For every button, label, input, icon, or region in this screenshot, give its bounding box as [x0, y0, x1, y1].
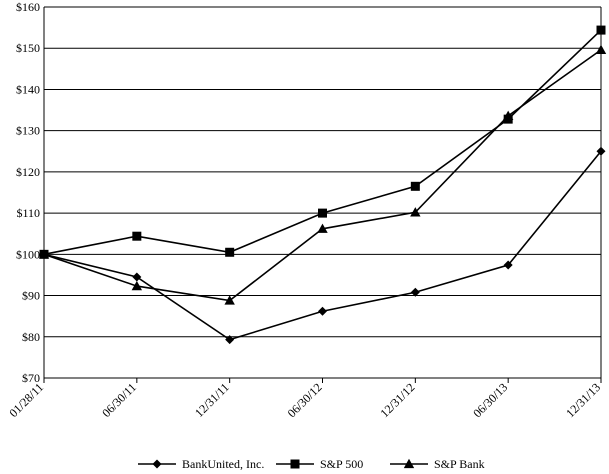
legend-label: S&P 500 — [320, 457, 363, 471]
data-point-s-p-bank — [595, 44, 607, 55]
legend-item-s-p-500: S&P 500 — [276, 457, 363, 471]
data-point-s-p-500 — [410, 181, 420, 191]
x-tick-label: 12/31/13 — [563, 380, 603, 420]
data-point-s-p-bank — [502, 110, 514, 120]
legend: BankUnited, Inc. S&P 500 S&P Bank — [138, 457, 485, 471]
series-bankunited-inc — [39, 146, 606, 345]
gridlines — [44, 6, 601, 379]
y-tick-label: $130 — [16, 124, 40, 138]
series-line-s-p-bank — [43, 49, 602, 302]
x-tick-label: 12/31/11 — [192, 380, 232, 420]
legend-marker-triangle — [403, 458, 415, 469]
data-point-bankunited-inc — [596, 146, 606, 156]
y-tick-label: $80 — [22, 330, 40, 344]
data-point-s-p-500 — [596, 25, 606, 35]
data-point-s-p-bank — [224, 295, 235, 305]
data-point-bankunited-inc — [503, 260, 513, 270]
axes: $70 $80 $90 $100 $110 $120 $130 $140 $150 $160 01/… — [6, 0, 603, 420]
x-tick-label: 06/30/13 — [470, 380, 510, 420]
data-point-s-p-500 — [318, 208, 327, 218]
x-tick-label: 01/28/11 — [6, 380, 46, 420]
data-point-bankunited-inc — [225, 335, 235, 345]
series-s-p-bank — [38, 44, 607, 305]
y-tick-label: $140 — [16, 82, 40, 96]
data-point-s-p-bank — [410, 207, 421, 217]
data-point-s-p-bank — [317, 223, 328, 233]
legend-label: BankUnited, Inc. — [182, 457, 264, 471]
x-tick-label: 12/31/12 — [377, 380, 417, 420]
legend-label: S&P Bank — [434, 457, 485, 471]
y-tick-label: $110 — [16, 206, 40, 220]
y-tick-label: $120 — [16, 165, 40, 179]
data-point-bankunited-inc — [410, 287, 420, 297]
data-point-bankunited-inc — [318, 306, 327, 316]
y-tick-label: $100 — [16, 247, 40, 261]
data-point-s-p-bank — [38, 249, 50, 259]
legend-marker-square — [290, 459, 300, 469]
data-point-s-p-bank — [131, 280, 143, 291]
y-tick-label: $150 — [16, 41, 40, 55]
series-line-s-p-500 — [43, 29, 602, 256]
legend-item-bankunited-inc: BankUnited, Inc. — [138, 457, 264, 471]
data-point-s-p-500 — [132, 231, 142, 241]
data-point-s-p-500 — [225, 247, 235, 257]
data-point-bankunited-inc — [132, 272, 142, 282]
x-tick-label: 06/30/11 — [99, 380, 139, 420]
legend-item-s-p-bank: S&P Bank — [390, 457, 485, 471]
y-tick-label: $70 — [22, 371, 40, 385]
legend-marker-diamond — [152, 459, 162, 469]
series-lines — [38, 25, 607, 345]
x-tick-label: 06/30/12 — [285, 380, 325, 420]
y-tick-label: $160 — [16, 0, 40, 14]
y-tick-label: $90 — [22, 289, 40, 303]
